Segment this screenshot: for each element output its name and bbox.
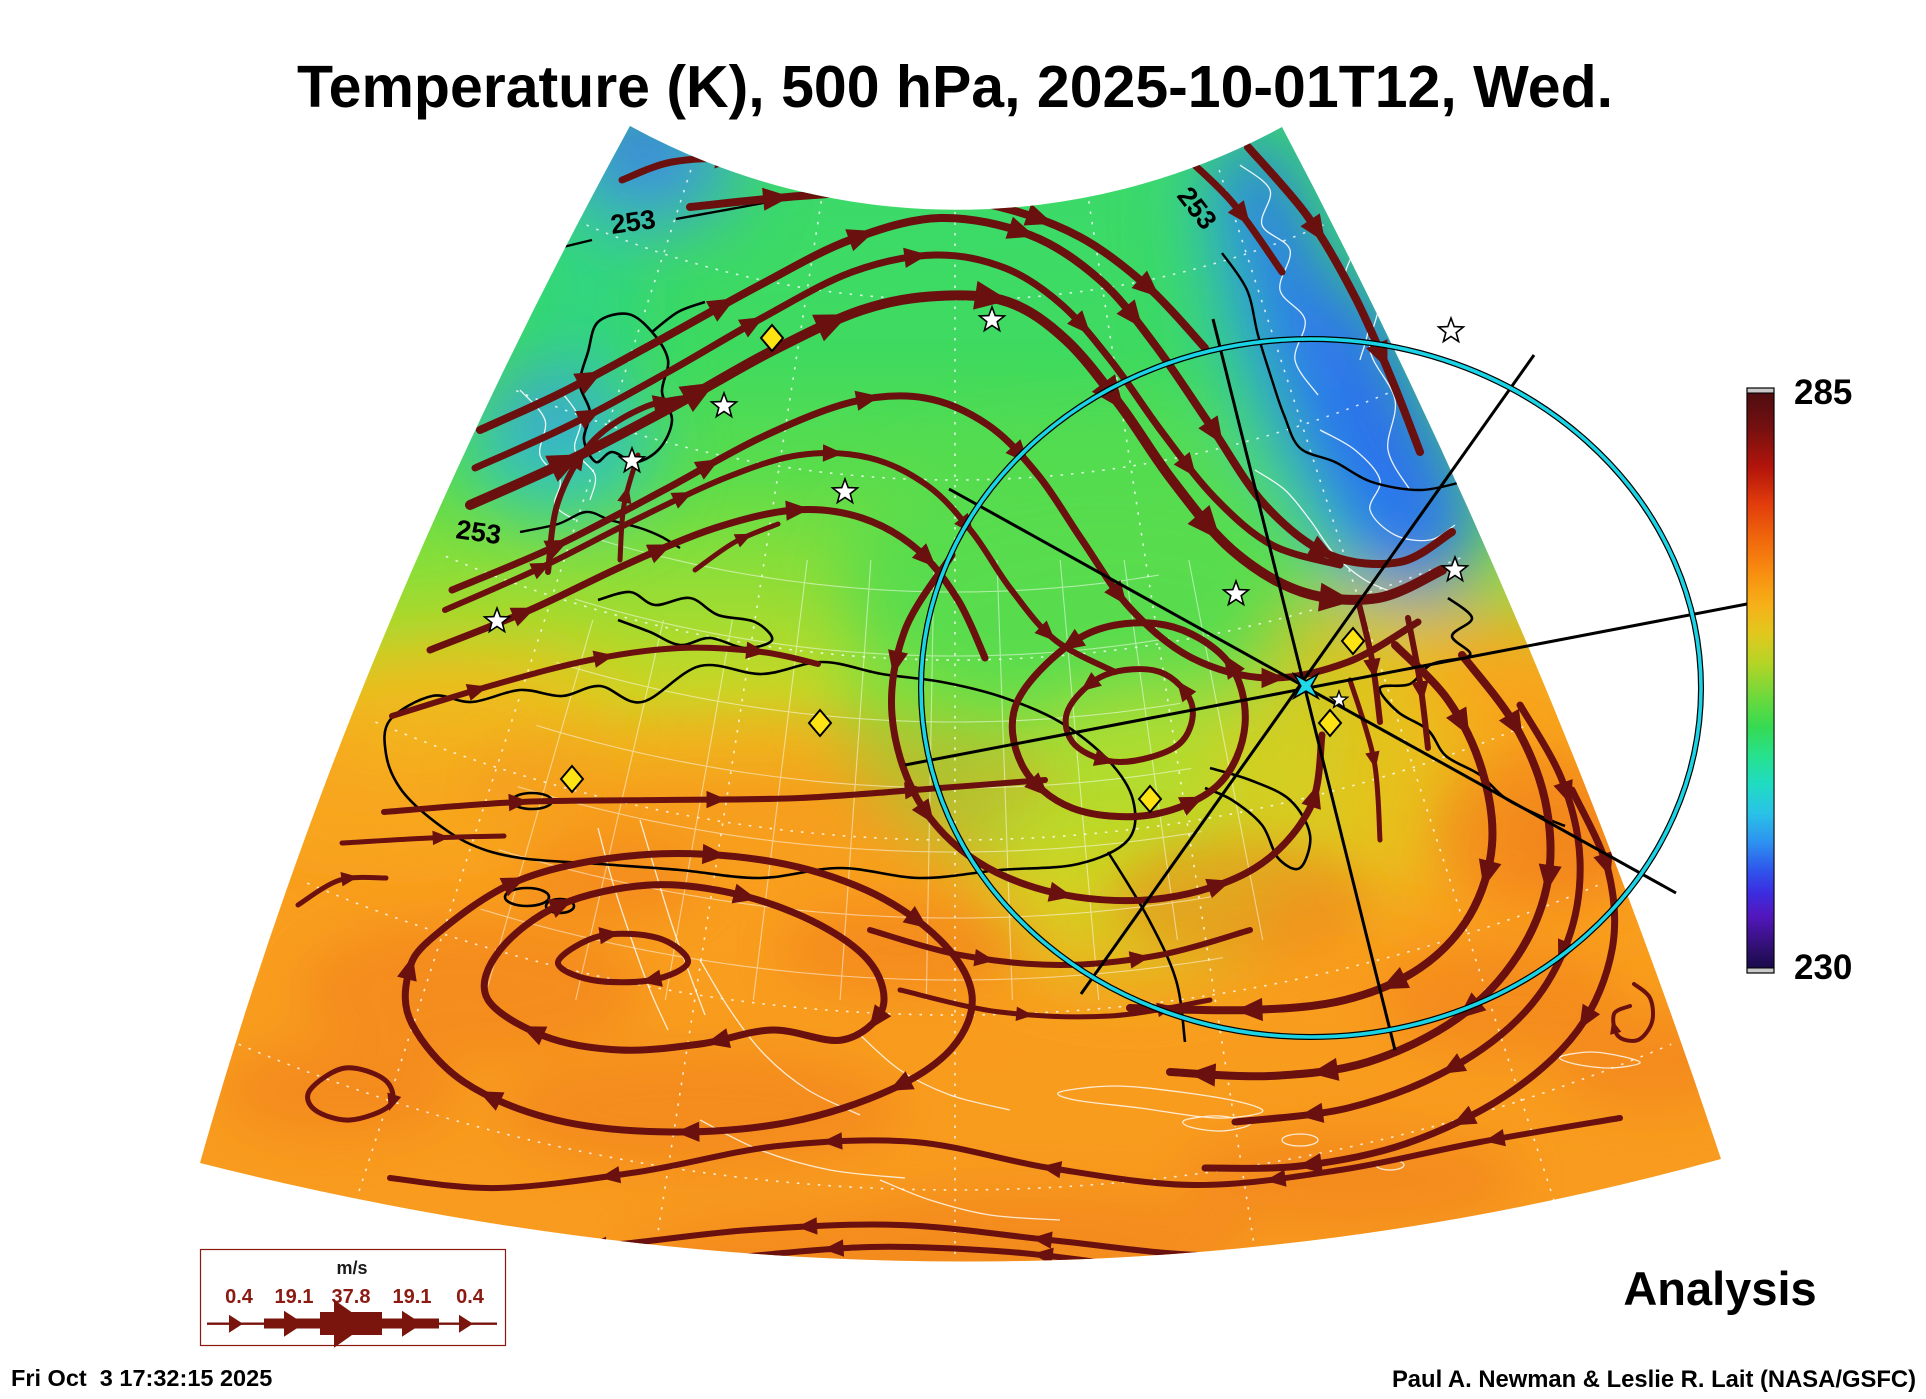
svg-text:0.4: 0.4 [225, 1286, 254, 1308]
svg-text:m/s: m/s [336, 1258, 367, 1278]
svg-text:Paul A. Newman & Leslie R. Lai: Paul A. Newman & Leslie R. Lait (NASA/GS… [1392, 1366, 1916, 1393]
svg-text:37.8: 37.8 [332, 1286, 371, 1308]
svg-text:19.1: 19.1 [275, 1286, 314, 1308]
svg-text:Analysis: Analysis [1623, 1262, 1816, 1315]
svg-text:230: 230 [1794, 948, 1852, 987]
svg-text:0.4: 0.4 [456, 1286, 485, 1308]
svg-text:19.1: 19.1 [393, 1286, 432, 1308]
svg-text:285: 285 [1794, 373, 1852, 412]
svg-text:253: 253 [609, 204, 658, 240]
svg-text:Temperature (K), 500 hPa, 2025: Temperature (K), 500 hPa, 2025-10-01T12,… [297, 54, 1613, 120]
svg-text:Fri Oct 3 17:32:15 2025: Fri Oct 3 17:32:15 2025 [11, 1365, 272, 1391]
svg-text:253: 253 [454, 514, 503, 550]
